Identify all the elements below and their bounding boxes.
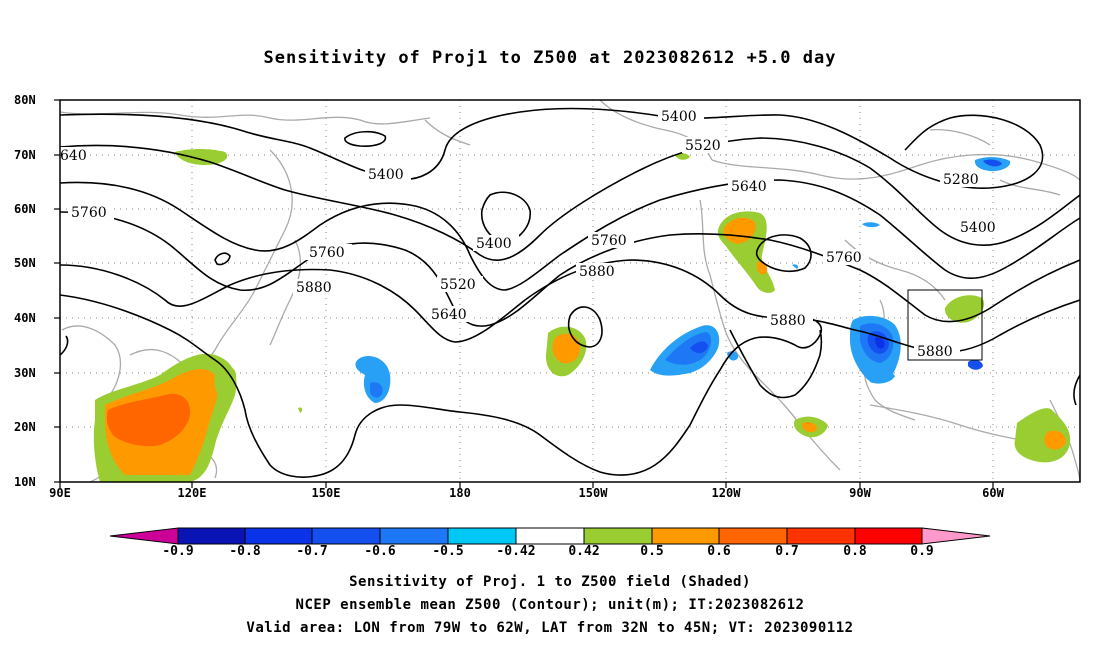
lon-label: 150E bbox=[311, 486, 341, 500]
contour-label: 5640 bbox=[731, 179, 767, 195]
colorbar-label: -0.6 bbox=[364, 544, 396, 559]
contour-label: 5760 bbox=[309, 245, 345, 261]
contour-label: 5520 bbox=[440, 277, 476, 293]
lat-label: 70N bbox=[14, 148, 36, 162]
caption-shaded: Sensitivity of Proj. 1 to Z500 field (Sh… bbox=[349, 574, 751, 590]
lat-label: 80N bbox=[14, 93, 36, 107]
colorbar-label: -0.7 bbox=[296, 544, 328, 559]
contour-label: 5880 bbox=[296, 280, 332, 296]
lon-label: 120E bbox=[177, 486, 207, 500]
z500-contours bbox=[60, 107, 1080, 478]
map-title: Sensitivity of Proj1 to Z500 at 20230826… bbox=[263, 48, 837, 68]
colorbar-label: -0.9 bbox=[162, 544, 194, 559]
axis-ticks bbox=[54, 99, 994, 488]
contour-label: 5880 bbox=[917, 344, 953, 360]
contour-label: 5400 bbox=[661, 109, 697, 125]
colorbar-label: -0.42 bbox=[496, 544, 536, 559]
contour-labels: 5400 5520 5640 5760 5880 5280 5400 5400 … bbox=[58, 108, 1003, 360]
lat-label: 10N bbox=[14, 475, 36, 489]
contour-label: 5280 bbox=[943, 172, 979, 188]
colorbar-label: 0.9 bbox=[910, 544, 934, 559]
lat-label: 20N bbox=[14, 420, 36, 434]
contour-label: 5880 bbox=[579, 264, 615, 280]
map-border bbox=[59, 99, 1081, 483]
contour-label: 5880 bbox=[770, 313, 806, 329]
valid-area-box bbox=[907, 289, 983, 361]
contour-label: 5760 bbox=[591, 233, 627, 249]
contour-label: 5400 bbox=[960, 220, 996, 236]
colorbar-label: -0.5 bbox=[432, 544, 464, 559]
colorbar-label: 0.6 bbox=[707, 544, 731, 559]
colorbar bbox=[109, 527, 991, 545]
contour-label: 5520 bbox=[685, 138, 721, 154]
lon-label: 60W bbox=[982, 486, 1004, 500]
lat-label: 60N bbox=[14, 202, 36, 216]
colorbar-label: 0.5 bbox=[640, 544, 664, 559]
contour-label: 5400 bbox=[368, 167, 404, 183]
lat-label: 40N bbox=[14, 311, 36, 325]
caption-contour: NCEP ensemble mean Z500 (Contour); unit(… bbox=[295, 597, 805, 613]
colorbar-label: 0.7 bbox=[775, 544, 799, 559]
lon-label: 150W bbox=[578, 486, 608, 500]
lat-label: 30N bbox=[14, 366, 36, 380]
lon-label: 180 bbox=[449, 486, 471, 500]
colorbar-label: 0.42 bbox=[568, 544, 600, 559]
colorbar-label: -0.8 bbox=[229, 544, 261, 559]
caption-valid-area: Valid area: LON from 79W to 62W, LAT fro… bbox=[246, 620, 854, 636]
contour-label: 5760 bbox=[826, 250, 862, 266]
colorbar-label: 0.8 bbox=[843, 544, 867, 559]
contour-label: 5760 bbox=[71, 205, 107, 221]
lon-label: 90W bbox=[849, 486, 871, 500]
lon-label: 120W bbox=[711, 486, 741, 500]
contour-label: 640 bbox=[60, 148, 87, 164]
lat-label: 50N bbox=[14, 256, 36, 270]
contour-label: 5400 bbox=[476, 236, 512, 252]
contour-label: 5640 bbox=[431, 307, 467, 323]
lon-label: 90E bbox=[49, 486, 71, 500]
shaded-sensitivity bbox=[93, 149, 1071, 482]
